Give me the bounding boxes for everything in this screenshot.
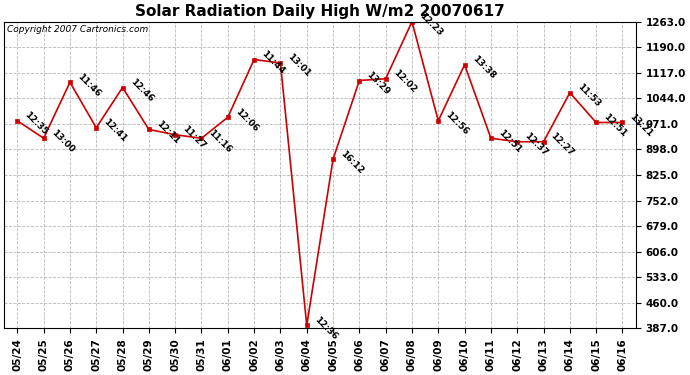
Text: 11:53: 11:53 <box>575 82 602 109</box>
Title: Solar Radiation Daily High W/m2 20070617: Solar Radiation Daily High W/m2 20070617 <box>135 4 505 19</box>
Text: 16:12: 16:12 <box>339 149 365 175</box>
Text: 12:23: 12:23 <box>417 11 444 38</box>
Text: Copyright 2007 Cartronics.com: Copyright 2007 Cartronics.com <box>8 25 148 34</box>
Text: 12:36: 12:36 <box>313 315 339 342</box>
Text: 12:35: 12:35 <box>23 110 50 137</box>
Text: 13:01: 13:01 <box>286 53 313 79</box>
Text: 12:51: 12:51 <box>602 112 629 139</box>
Text: 12:06: 12:06 <box>233 107 260 133</box>
Text: 12:51: 12:51 <box>497 128 523 154</box>
Text: 12:27: 12:27 <box>549 131 575 158</box>
Text: 12:02: 12:02 <box>391 68 417 95</box>
Text: 11:44: 11:44 <box>259 49 286 76</box>
Text: 13:38: 13:38 <box>470 54 497 81</box>
Text: 13:00: 13:00 <box>49 128 76 154</box>
Text: 12:37: 12:37 <box>523 131 549 158</box>
Text: 12:46: 12:46 <box>128 77 155 104</box>
Text: 11:46: 11:46 <box>75 72 102 98</box>
Text: 11:27: 11:27 <box>181 124 208 151</box>
Text: 13:29: 13:29 <box>365 70 392 97</box>
Text: 12:41: 12:41 <box>102 117 128 144</box>
Text: 11:16: 11:16 <box>207 128 234 154</box>
Text: 12:56: 12:56 <box>444 110 471 137</box>
Text: 13:21: 13:21 <box>628 112 655 139</box>
Text: 12:11: 12:11 <box>155 119 181 146</box>
